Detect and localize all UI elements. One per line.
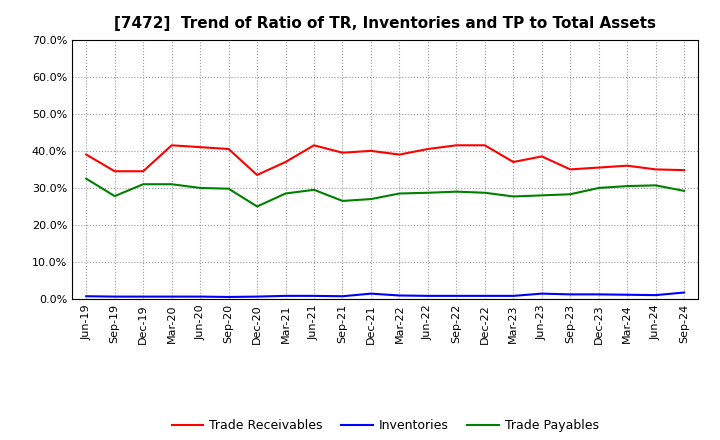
Trade Payables xyxy=(110,194,119,199)
Trade Receivables xyxy=(509,159,518,165)
Trade Receivables xyxy=(82,152,91,157)
Trade Payables xyxy=(652,183,660,188)
Inventories xyxy=(480,293,489,298)
Trade Receivables xyxy=(196,144,204,150)
Inventories xyxy=(253,294,261,299)
Trade Payables xyxy=(225,186,233,191)
Line: Trade Payables: Trade Payables xyxy=(86,179,684,206)
Inventories xyxy=(680,290,688,295)
Trade Payables xyxy=(680,188,688,194)
Trade Payables xyxy=(509,194,518,199)
Trade Receivables xyxy=(139,169,148,174)
Trade Payables xyxy=(452,189,461,194)
Trade Receivables xyxy=(623,163,631,169)
Inventories xyxy=(167,294,176,299)
Trade Receivables xyxy=(253,172,261,178)
Line: Trade Receivables: Trade Receivables xyxy=(86,145,684,175)
Trade Payables xyxy=(623,183,631,189)
Trade Payables xyxy=(167,182,176,187)
Trade Receivables xyxy=(423,147,432,152)
Inventories xyxy=(652,293,660,298)
Trade Payables xyxy=(282,191,290,196)
Trade Payables xyxy=(595,185,603,191)
Inventories xyxy=(225,294,233,300)
Inventories xyxy=(566,292,575,297)
Line: Inventories: Inventories xyxy=(86,293,684,297)
Inventories xyxy=(509,293,518,298)
Trade Payables xyxy=(253,204,261,209)
Trade Payables xyxy=(566,191,575,197)
Trade Receivables xyxy=(282,159,290,165)
Inventories xyxy=(423,293,432,298)
Trade Receivables xyxy=(652,167,660,172)
Trade Receivables xyxy=(225,147,233,152)
Trade Receivables xyxy=(366,148,375,154)
Trade Receivables xyxy=(680,168,688,173)
Trade Receivables xyxy=(167,143,176,148)
Trade Payables xyxy=(338,198,347,204)
Trade Payables xyxy=(480,190,489,195)
Trade Receivables xyxy=(537,154,546,159)
Trade Receivables xyxy=(338,150,347,155)
Inventories xyxy=(537,291,546,296)
Trade Payables xyxy=(366,196,375,202)
Trade Receivables xyxy=(566,167,575,172)
Trade Receivables xyxy=(110,169,119,174)
Inventories xyxy=(595,292,603,297)
Inventories xyxy=(623,292,631,297)
Inventories xyxy=(395,293,404,298)
Trade Payables xyxy=(537,193,546,198)
Trade Payables xyxy=(82,176,91,181)
Trade Receivables xyxy=(452,143,461,148)
Title: [7472]  Trend of Ratio of TR, Inventories and TP to Total Assets: [7472] Trend of Ratio of TR, Inventories… xyxy=(114,16,656,32)
Inventories xyxy=(82,293,91,299)
Inventories xyxy=(139,294,148,299)
Inventories xyxy=(452,293,461,298)
Trade Receivables xyxy=(480,143,489,148)
Trade Payables xyxy=(310,187,318,192)
Legend: Trade Receivables, Inventories, Trade Payables: Trade Receivables, Inventories, Trade Pa… xyxy=(166,414,604,437)
Inventories xyxy=(338,293,347,299)
Inventories xyxy=(282,293,290,298)
Trade Receivables xyxy=(595,165,603,170)
Trade Payables xyxy=(423,190,432,195)
Trade Receivables xyxy=(395,152,404,157)
Trade Receivables xyxy=(310,143,318,148)
Inventories xyxy=(310,293,318,298)
Inventories xyxy=(110,294,119,299)
Trade Payables xyxy=(196,185,204,191)
Trade Payables xyxy=(139,182,148,187)
Inventories xyxy=(366,291,375,296)
Trade Payables xyxy=(395,191,404,196)
Inventories xyxy=(196,294,204,299)
